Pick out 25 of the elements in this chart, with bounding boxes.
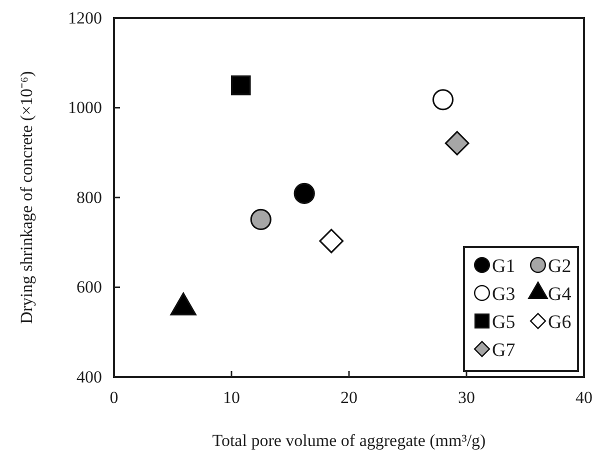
legend-label: G6 <box>548 312 572 333</box>
x-tick-label: 40 <box>576 388 592 408</box>
y-tick-label: 1000 <box>68 98 102 118</box>
y-axis-title: Drying shrinkage of concrete (×10⁻⁶) <box>17 71 36 324</box>
legend-label: G7 <box>492 340 516 361</box>
point <box>319 228 344 254</box>
point <box>444 131 470 156</box>
legend-label: G1 <box>492 256 516 277</box>
legend-label: G2 <box>548 256 572 277</box>
x-tick-label: 0 <box>110 388 118 408</box>
legend-label: G4 <box>548 284 572 305</box>
point <box>231 75 251 96</box>
y-tick-label: 1200 <box>68 8 102 28</box>
legend-label: G5 <box>492 312 516 333</box>
x-tick-label: 20 <box>340 388 358 408</box>
point <box>250 208 272 230</box>
x-axis-title: Total pore volume of aggregate (mm³/g) <box>212 431 486 450</box>
x-tick-label: 10 <box>223 388 240 408</box>
y-tick-label: 400 <box>76 367 102 386</box>
y-tick-label: 600 <box>76 278 102 297</box>
point <box>432 89 454 110</box>
point <box>294 182 315 204</box>
x-tick-label: 30 <box>458 388 475 408</box>
legend-label: G3 <box>492 284 516 305</box>
y-tick-label: 800 <box>76 188 102 207</box>
